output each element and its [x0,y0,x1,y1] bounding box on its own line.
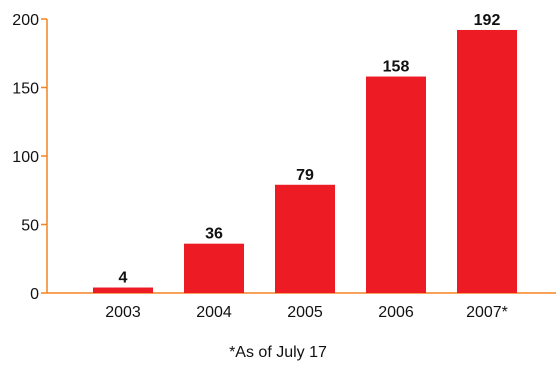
y-tick-label: 200 [12,12,39,29]
data-label: 4 [119,270,128,287]
data-label: 192 [474,12,501,29]
y-tick-label: 150 [12,81,39,98]
y-axis-ticks: 0 50 100 150 200 [12,12,47,303]
y-tick-label: 0 [30,286,39,303]
bar-2004 [184,243,244,293]
bars [93,29,517,294]
x-axis-ticks: 2003 2004 2005 2006 2007* [105,304,508,321]
bar-2006 [366,76,426,293]
y-tick-label: 50 [21,218,39,235]
x-tick-label: 2003 [105,304,141,321]
y-tick-label: 100 [12,149,39,166]
bar-2003 [93,287,153,293]
data-label: 158 [383,59,410,76]
footnote: *As of July 17 [229,344,327,361]
bar-2005 [275,184,335,293]
x-tick-label: 2005 [287,304,323,321]
data-label: 36 [205,226,223,243]
data-label: 79 [296,167,314,184]
x-tick-label: 2007* [466,304,508,321]
x-tick-label: 2004 [196,304,232,321]
data-labels: 4 36 79 158 192 [119,12,501,287]
x-tick-label: 2006 [378,304,414,321]
bar-2007* [457,29,517,294]
